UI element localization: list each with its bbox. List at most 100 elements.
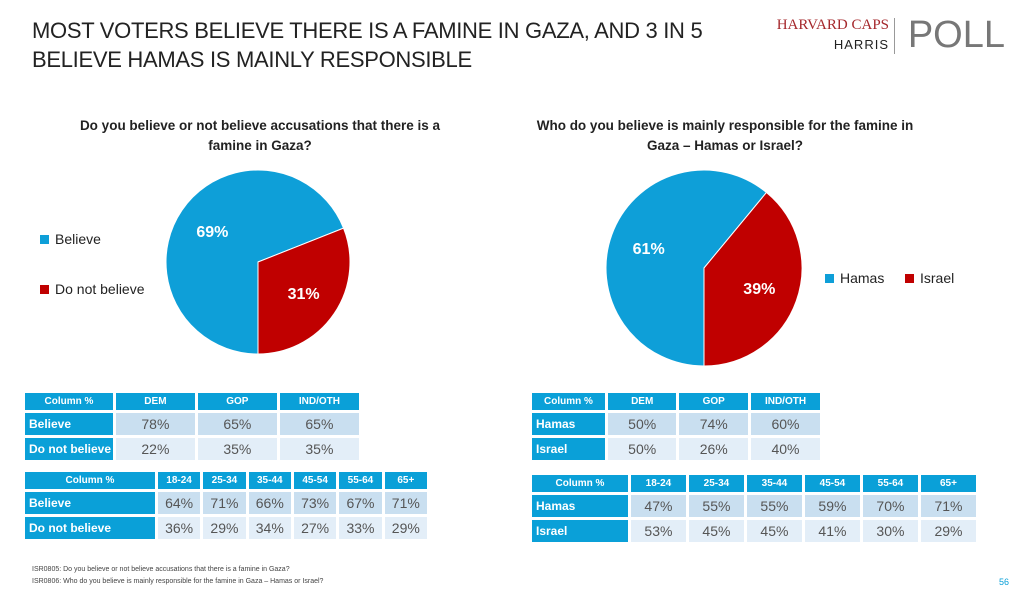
footnote-1: ISR0805: Do you believe or not believe a… [32, 566, 290, 573]
column-header: 65+ [920, 475, 976, 492]
pie-data-label: 31% [288, 286, 320, 303]
logo-line-3: POLL [907, 14, 1005, 56]
legend-swatch [905, 273, 914, 283]
table-belief-by-age: Column % 18-24 25-34 35-44 45-54 55-64 65+ Beli… [22, 469, 430, 542]
column-header: 55-64 [862, 475, 918, 492]
column-header: GOP [197, 393, 277, 410]
pie-data-label: 39% [743, 281, 775, 298]
table-cell: 29% [384, 517, 427, 539]
table-cell: 29% [920, 520, 976, 542]
table-cell: 67% [339, 492, 382, 514]
legend-label: Do not believe [55, 281, 145, 297]
column-header: Column % [532, 475, 628, 492]
legend-label: Israel [920, 270, 955, 286]
column-header: 35-44 [746, 475, 802, 492]
column-header: DEM [607, 393, 677, 410]
legend-item-believe: Believe [40, 231, 101, 247]
table-cell: 35% [197, 438, 277, 460]
column-header: Column % [25, 393, 113, 410]
column-header: IND/OTH [279, 393, 359, 410]
logo-divider [894, 18, 895, 54]
legend-item-hamas: Hamas [825, 270, 884, 286]
table-header-row: Column % DEM GOP IND/OTH [532, 393, 820, 410]
table-header-row: Column % DEM GOP IND/OTH [25, 393, 359, 410]
row-label: Believe [25, 413, 113, 435]
chart2-title: Who do you believe is mainly responsible… [536, 118, 914, 153]
column-header: 25-34 [688, 475, 744, 492]
table-cell: 65% [279, 413, 359, 435]
table-row: Believe 64% 71% 66% 73% 67% 71% [25, 492, 427, 514]
table-cell: 45% [746, 520, 802, 542]
table-cell: 71% [920, 495, 976, 517]
row-label: Israel [532, 438, 605, 460]
column-header: 18-24 [157, 472, 201, 489]
table-cell: 27% [293, 517, 337, 539]
table-cell: 70% [862, 495, 918, 517]
pie-data-label: 61% [633, 241, 665, 258]
logo-line-1: HARVARD CAPS [776, 17, 889, 33]
table-responsibility-by-age: Column % 18-24 25-34 35-44 45-54 55-64 65+ Hama… [529, 472, 979, 545]
row-label: Hamas [532, 495, 628, 517]
column-header: DEM [115, 393, 195, 410]
page-number: 56 [998, 577, 1009, 587]
column-header: 45-54 [293, 472, 337, 489]
table-row: Do not believe 36% 29% 34% 27% 33% 29% [25, 517, 427, 539]
table-belief-by-party: Column % DEM GOP IND/OTH Believe 78% 65% 65% Do … [22, 390, 362, 463]
harvard-caps-harris-poll-logo: HARVARD CAPS HARRIS POLL [755, 14, 1005, 58]
chart1-title: Do you believe or not believe accusation… [79, 118, 441, 153]
table-cell: 78% [115, 413, 195, 435]
table-row: Hamas 47% 55% 55% 59% 70% 71% [532, 495, 976, 517]
table-cell: 34% [248, 517, 291, 539]
table-cell: 26% [679, 438, 748, 460]
legend-label: Hamas [840, 270, 885, 286]
column-header: 18-24 [630, 475, 686, 492]
row-label: Israel [532, 520, 628, 542]
column-header: 35-44 [248, 472, 291, 489]
pie-slice-believe [165, 169, 345, 355]
legend-item-israel: Israel [905, 270, 954, 286]
table-row: Do not believe 22% 35% 35% [25, 438, 359, 460]
table-cell: 40% [750, 438, 820, 460]
column-header: Column % [532, 393, 605, 410]
table-row: Israel 53% 45% 45% 41% 30% 29% [532, 520, 976, 542]
table-cell: 71% [384, 492, 427, 514]
table-row: Israel 50% 26% 40% [532, 438, 820, 460]
table-cell: 59% [804, 495, 860, 517]
legend-item-do-not-believe: Do not believe [40, 281, 145, 297]
table-cell: 33% [339, 517, 382, 539]
legend-swatch [40, 284, 49, 294]
column-header: 55-64 [339, 472, 382, 489]
table-row: Believe 78% 65% 65% [25, 413, 359, 435]
row-label: Do not believe [25, 438, 113, 460]
table-cell: 73% [293, 492, 337, 514]
legend-swatch [40, 234, 49, 244]
table-cell: 53% [630, 520, 686, 542]
table-cell: 60% [750, 413, 820, 435]
pie-data-label: 69% [196, 224, 228, 241]
column-header: IND/OTH [750, 393, 820, 410]
table-cell: 45% [688, 520, 744, 542]
column-header: GOP [679, 393, 748, 410]
table-cell: 50% [607, 438, 677, 460]
logo-line-2: HARRIS [833, 37, 889, 52]
footnote-2: ISR0806: Who do you believe is mainly re… [32, 578, 324, 585]
pie-chart-famine-belief: 69% 31% [165, 169, 351, 355]
table-cell: 50% [607, 413, 677, 435]
legend-label: Believe [55, 231, 101, 247]
table-header-row: Column % 18-24 25-34 35-44 45-54 55-64 65+ [532, 475, 976, 492]
column-header: 25-34 [203, 472, 246, 489]
title-line-1: MOST VOTERS BELIEVE THERE IS A FAMINE IN… [32, 18, 703, 43]
column-header: 45-54 [804, 475, 860, 492]
table-cell: 22% [115, 438, 195, 460]
table-cell: 35% [279, 438, 359, 460]
column-header: 65+ [384, 472, 427, 489]
slide-title: MOST VOTERS BELIEVE THERE IS A FAMINE IN… [32, 16, 752, 74]
table-row: Hamas 50% 74% 60% [532, 413, 820, 435]
title-line-2: BELIEVE HAMAS IS MAINLY RESPONSIBLE [32, 47, 472, 72]
table-cell: 65% [197, 413, 277, 435]
table-cell: 66% [248, 492, 291, 514]
table-cell: 36% [157, 517, 201, 539]
table-cell: 55% [746, 495, 802, 517]
legend-swatch [825, 273, 834, 283]
table-cell: 41% [804, 520, 860, 542]
